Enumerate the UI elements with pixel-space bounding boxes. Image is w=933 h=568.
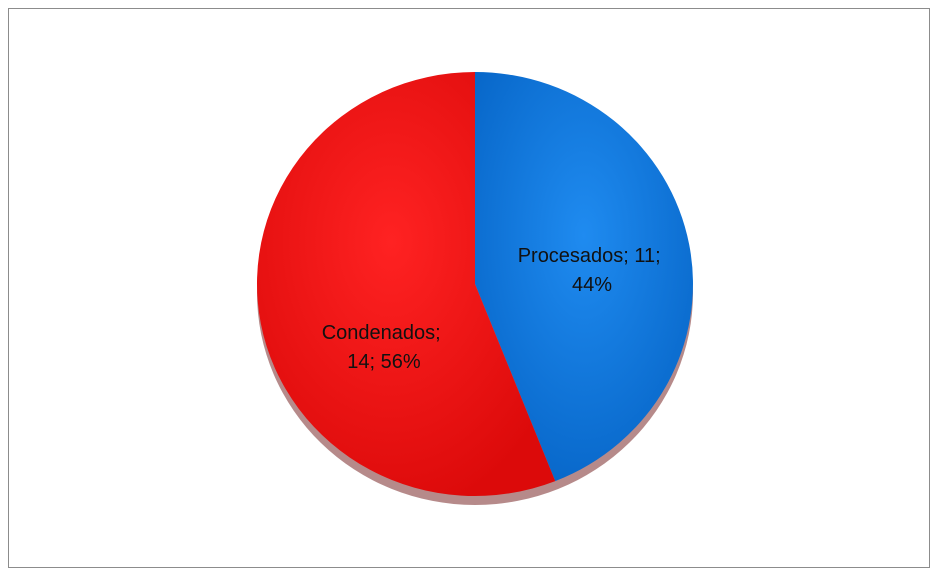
pie-chart: Procesados; 11; 44% Condenados; 14; 56% [256,72,693,505]
data-label-procesados-line2: 44% [572,274,612,296]
data-label-condenados-line2: 14; 56% [347,351,421,373]
pie-slice-condenados [256,72,556,496]
data-label-condenados: Condenados; 14; 56% [322,322,447,373]
data-label-procesados-line1: Procesados; 11; [518,245,661,267]
data-label-condenados-line1: Condenados; [322,322,441,344]
chart-area: Procesados; 11; 44% Condenados; 14; 56% [8,8,930,568]
data-label-procesados: Procesados; 11; 44% [518,245,667,296]
pie-slice-procesados [475,72,693,482]
